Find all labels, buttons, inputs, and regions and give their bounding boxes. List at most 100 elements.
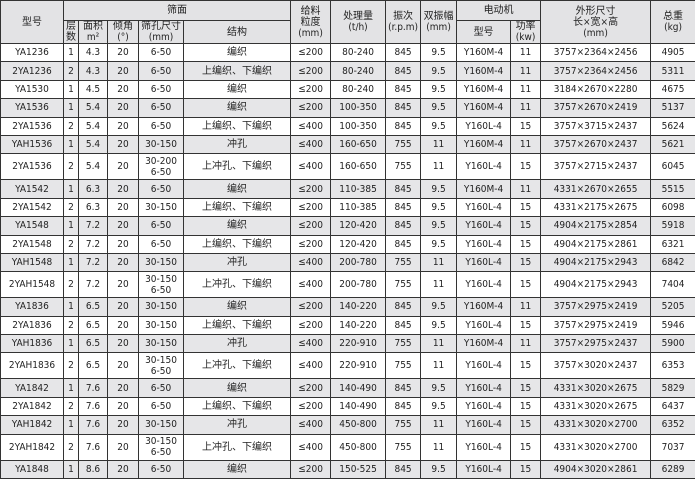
cell-feed: ≤400 xyxy=(291,353,331,379)
cell-layers: 1 xyxy=(64,99,79,117)
cell-area: 7.6 xyxy=(79,416,108,434)
cell-capacity: 100-350 xyxy=(331,99,386,117)
cell-freq: 845 xyxy=(386,198,421,216)
cell-feed: ≤200 xyxy=(291,99,331,117)
cell-feed: ≤200 xyxy=(291,198,331,216)
cell-layers: 1 xyxy=(64,416,79,434)
cell-feed: ≤400 xyxy=(291,253,331,271)
cell-model: 2YA1536 xyxy=(1,117,64,135)
cell-power: 11 xyxy=(511,80,541,98)
cell-amplitude: 9.5 xyxy=(421,397,457,415)
cell-freq: 755 xyxy=(386,272,421,298)
cell-amplitude: 9.5 xyxy=(421,217,457,235)
header-screen: 筛面 xyxy=(64,1,291,21)
cell-hole: 30-150 xyxy=(139,253,184,271)
cell-power: 15 xyxy=(511,217,541,235)
cell-freq: 845 xyxy=(386,62,421,80)
cell-hole: 6-50 xyxy=(139,235,184,253)
cell-motor-model: Y160L-4 xyxy=(457,316,511,334)
cell-model: 2YA1542 xyxy=(1,198,64,216)
cell-motor-model: Y160L-4 xyxy=(457,198,511,216)
cell-model: YA1548 xyxy=(1,217,64,235)
cell-motor-model: Y160L-4 xyxy=(457,272,511,298)
cell-motor-model: Y160M-4 xyxy=(457,80,511,98)
cell-motor-model: Y160M-4 xyxy=(457,44,511,62)
cell-amplitude: 9.5 xyxy=(421,460,457,478)
cell-angle: 20 xyxy=(108,180,139,198)
cell-layers: 2 xyxy=(64,154,79,180)
cell-dims: 3757×2364×2456 xyxy=(541,62,651,80)
cell-motor-model: Y160L-4 xyxy=(457,416,511,434)
cell-layers: 2 xyxy=(64,198,79,216)
cell-layers: 2 xyxy=(64,353,79,379)
cell-dims: 4904×3020×2861 xyxy=(541,460,651,478)
cell-amplitude: 11 xyxy=(421,416,457,434)
cell-area: 5.4 xyxy=(79,99,108,117)
cell-power: 15 xyxy=(511,253,541,271)
cell-hole: 6-50 xyxy=(139,460,184,478)
cell-power: 11 xyxy=(511,298,541,316)
cell-power: 15 xyxy=(511,117,541,135)
cell-layers: 1 xyxy=(64,460,79,478)
cell-motor-model: Y160L-4 xyxy=(457,353,511,379)
cell-area: 5.4 xyxy=(79,154,108,180)
cell-weight: 5918 xyxy=(651,217,695,235)
cell-weight: 5621 xyxy=(651,135,695,153)
cell-capacity: 80-240 xyxy=(331,62,386,80)
cell-weight: 6353 xyxy=(651,353,695,379)
cell-angle: 20 xyxy=(108,44,139,62)
cell-hole: 6-50 xyxy=(139,62,184,80)
cell-freq: 755 xyxy=(386,253,421,271)
cell-weight: 7037 xyxy=(651,434,695,460)
cell-hole: 30-150 xyxy=(139,135,184,153)
cell-structure: 上编织、下编织 xyxy=(184,397,291,415)
cell-power: 15 xyxy=(511,353,541,379)
cell-freq: 845 xyxy=(386,298,421,316)
cell-model: 2YA1842 xyxy=(1,397,64,415)
cell-capacity: 120-420 xyxy=(331,235,386,253)
cell-freq: 755 xyxy=(386,154,421,180)
cell-area: 6.5 xyxy=(79,353,108,379)
cell-feed: ≤200 xyxy=(291,62,331,80)
cell-feed: ≤200 xyxy=(291,460,331,478)
cell-area: 4.3 xyxy=(79,44,108,62)
cell-angle: 20 xyxy=(108,416,139,434)
cell-feed: ≤400 xyxy=(291,416,331,434)
cell-layers: 1 xyxy=(64,335,79,353)
cell-feed: ≤400 xyxy=(291,154,331,180)
cell-weight: 6289 xyxy=(651,460,695,478)
cell-structure: 上冲孔、下编织 xyxy=(184,434,291,460)
header-layers: 层数 xyxy=(64,21,79,44)
cell-layers: 1 xyxy=(64,135,79,153)
cell-area: 7.6 xyxy=(79,434,108,460)
cell-area: 5.4 xyxy=(79,117,108,135)
cell-motor-model: Y160L-4 xyxy=(457,217,511,235)
cell-angle: 20 xyxy=(108,99,139,117)
cell-capacity: 220-910 xyxy=(331,335,386,353)
cell-hole: 6-50 xyxy=(139,117,184,135)
cell-capacity: 80-240 xyxy=(331,80,386,98)
cell-capacity: 140-220 xyxy=(331,316,386,334)
cell-model: YA1530 xyxy=(1,80,64,98)
cell-freq: 845 xyxy=(386,379,421,397)
cell-motor-model: Y160L-4 xyxy=(457,154,511,180)
cell-dims: 4331×2670×2655 xyxy=(541,180,651,198)
cell-angle: 20 xyxy=(108,353,139,379)
cell-structure: 上编织、下编织 xyxy=(184,316,291,334)
cell-angle: 20 xyxy=(108,434,139,460)
cell-hole: 6-50 xyxy=(139,397,184,415)
cell-power: 15 xyxy=(511,235,541,253)
cell-power: 15 xyxy=(511,434,541,460)
cell-motor-model: Y160L-4 xyxy=(457,379,511,397)
